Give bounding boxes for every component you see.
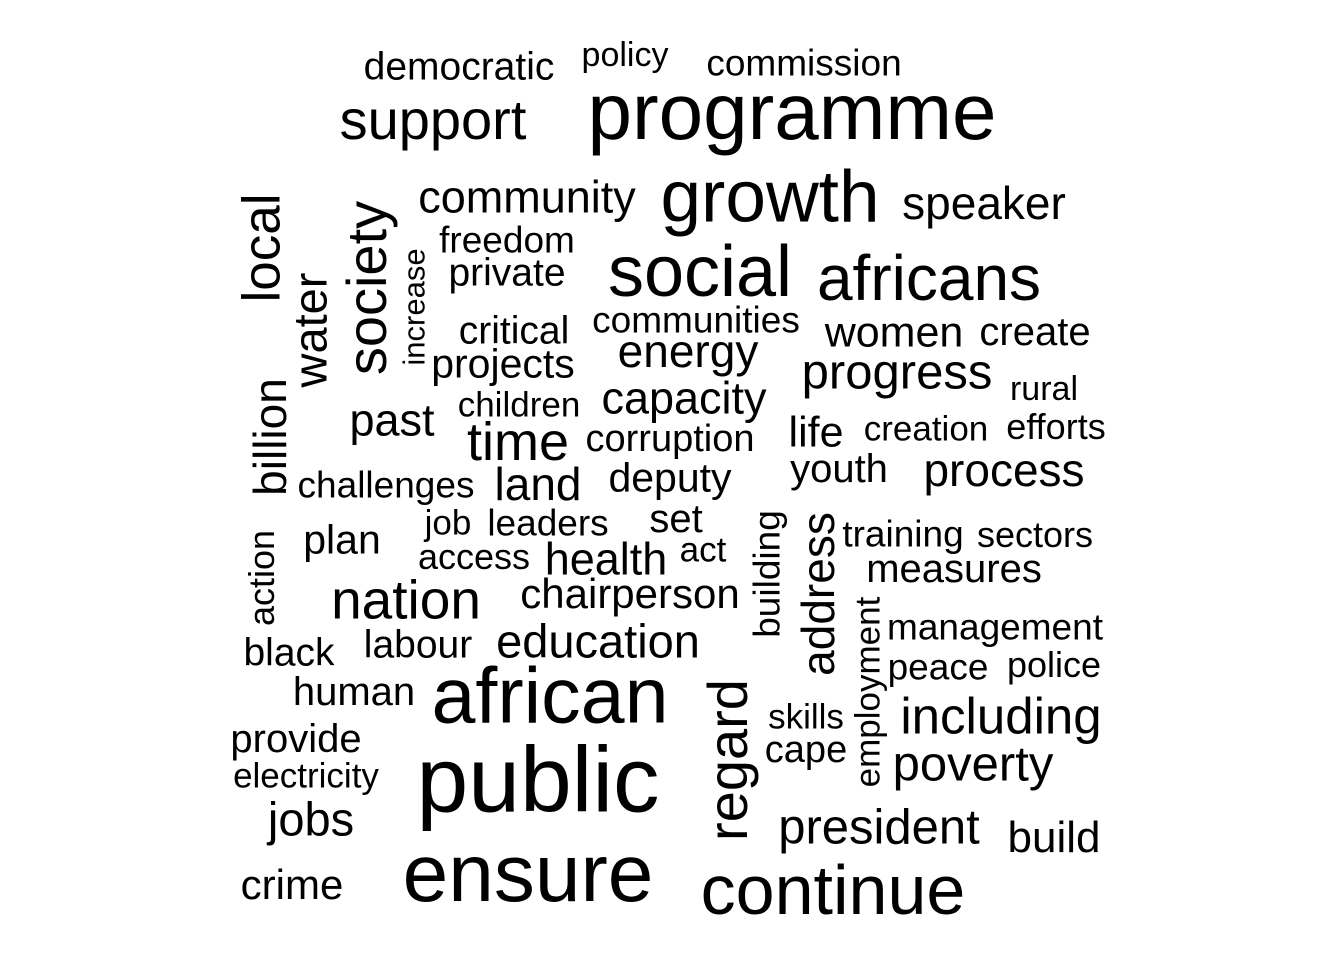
word-policy: policy (581, 36, 669, 74)
word-nation: nation (331, 568, 481, 631)
word-employment: employment (848, 596, 888, 788)
word-children: children (457, 385, 581, 425)
word-create: create (979, 310, 1091, 354)
word-challenges: challenges (297, 464, 475, 506)
word-land: land (494, 458, 582, 510)
word-growth: growth (660, 156, 880, 238)
word-set: set (649, 497, 703, 541)
word-management: management (887, 606, 1103, 648)
word-act: act (679, 530, 727, 570)
word-programme: programme (587, 67, 997, 156)
word-africans: africans (816, 242, 1042, 314)
word-action: action (241, 529, 282, 627)
word-time: time (466, 412, 570, 472)
word-critical: critical (458, 309, 570, 353)
word-address: address (792, 512, 844, 676)
word-commission: commission (706, 42, 902, 84)
word-president: president (778, 800, 980, 855)
word-support: support (339, 88, 527, 151)
word-women: women (824, 308, 964, 357)
word-energy: energy (617, 325, 759, 377)
word-deputy: deputy (608, 454, 732, 501)
word-efforts: efforts (1006, 406, 1106, 447)
word-public: public (416, 727, 660, 832)
word-training: training (842, 513, 964, 555)
word-continue: continue (700, 851, 966, 929)
word-social: social (607, 232, 793, 312)
word-communities: communities (592, 299, 800, 341)
word-black: black (243, 631, 335, 675)
word-society: society (335, 200, 398, 376)
word-education: education (496, 614, 700, 668)
word-rural: rural (1009, 370, 1079, 408)
word-jobs: jobs (267, 792, 355, 846)
word-leaders: leaders (487, 502, 609, 544)
word-peace: peace (887, 646, 989, 688)
word-crime: crime (240, 861, 344, 908)
word-police: police (1006, 644, 1102, 685)
word-speaker: speaker (902, 177, 1066, 229)
word-job: job (424, 503, 472, 543)
word-freedom: freedom (439, 219, 575, 261)
word-past: past (349, 394, 435, 446)
word-increase: increase (396, 248, 432, 366)
word-billion: billion (244, 378, 296, 496)
word-democratic: democratic (363, 45, 555, 89)
word-building: building (746, 510, 788, 638)
word-process: process (923, 444, 1085, 496)
word-labour: labour (363, 623, 473, 667)
word-cape: cape (764, 729, 848, 771)
word-build: build (1007, 813, 1101, 862)
word-projects: projects (431, 340, 575, 387)
word-plan: plan (303, 516, 381, 563)
word-youth: youth (790, 447, 888, 491)
word-capacity: capacity (601, 372, 767, 424)
word-electricity: electricity (233, 756, 379, 796)
word-life: life (788, 408, 844, 457)
word-sectors: sectors (976, 514, 1094, 555)
word-provide: provide (230, 717, 362, 761)
word-regard: regard (696, 679, 759, 841)
word-ensure: ensure (402, 828, 654, 919)
word-private: private (448, 251, 566, 295)
word-human: human (292, 670, 416, 714)
word-community: community (418, 171, 636, 223)
word-poverty: poverty (892, 737, 1054, 792)
word-water: water (283, 272, 337, 388)
word-health: health (544, 533, 668, 585)
word-access: access (417, 536, 531, 577)
word-including: including (900, 687, 1102, 745)
word-creation: creation (863, 409, 989, 449)
word-skills: skills (768, 697, 844, 737)
word-corruption: corruption (585, 418, 755, 460)
word-measures: measures (866, 547, 1042, 591)
word-progress: progress (801, 345, 993, 400)
word-african: african (431, 650, 669, 740)
word-local: local (232, 193, 292, 303)
word-chairperson: chairperson (520, 570, 740, 617)
